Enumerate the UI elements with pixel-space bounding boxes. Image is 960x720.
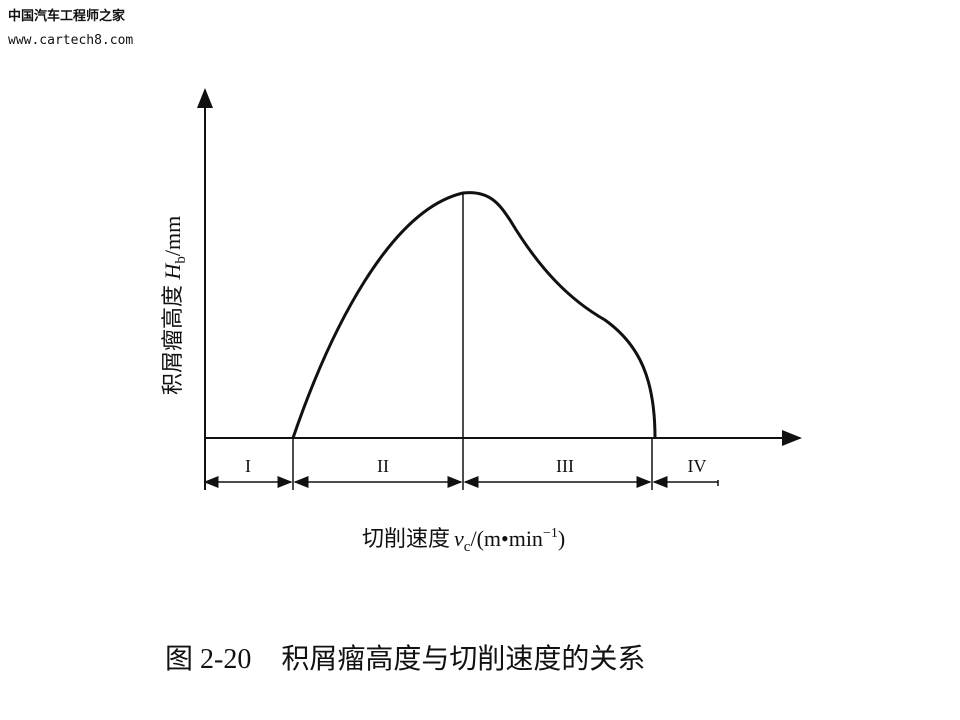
watermark-url: www.cartech8.com: [8, 33, 133, 48]
label-symbol: v: [454, 526, 464, 551]
y-axis-label: 积屑瘤高度 Hb/mm: [160, 216, 189, 395]
axes: [197, 88, 802, 490]
label-subscript: c: [464, 539, 471, 555]
zone-label: III: [556, 456, 574, 476]
caption: 图 2-20 积屑瘤高度与切削速度的关系: [165, 643, 645, 675]
label-unit: /(m•min: [470, 526, 542, 551]
label-subscript: b: [173, 256, 189, 264]
caption-title: 积屑瘤高度与切削速度的关系: [281, 643, 645, 675]
curve: [291, 191, 657, 439]
caption-number: 图 2-20: [165, 644, 251, 675]
zone-label: II: [377, 456, 389, 476]
zone-label: IV: [688, 456, 707, 476]
zone-label: I: [245, 456, 251, 476]
watermark-site: 中国汽车工程师之家: [8, 8, 126, 23]
label-text: 切削速度: [362, 526, 450, 551]
label-text: 积屑瘤高度: [160, 279, 185, 395]
label-unit: /mm: [160, 216, 185, 256]
label-symbol: H: [160, 262, 185, 280]
zone-dividers: [203, 193, 719, 490]
label-close: ): [558, 526, 565, 551]
x-axis-label: 切削速度 vc/(m•min−1): [362, 526, 565, 555]
zone-labels: I II III IV: [245, 456, 707, 476]
label-exponent: −1: [543, 526, 558, 541]
